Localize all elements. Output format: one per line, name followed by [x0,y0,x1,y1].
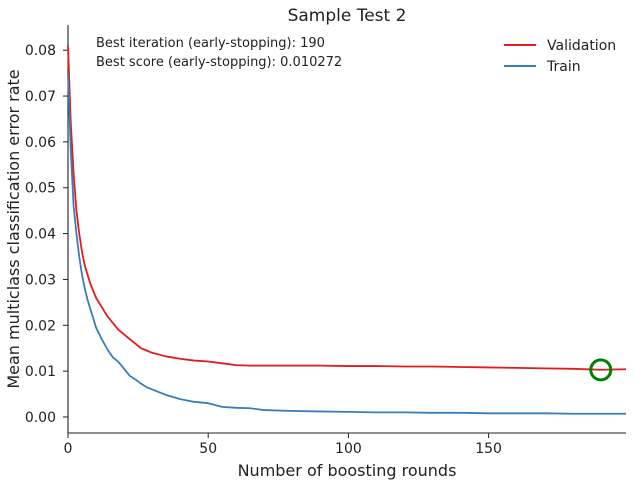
y-tick-label: 0.01 [25,364,56,380]
y-tick-label: 0.06 [25,135,56,151]
best-iteration-annotation: Best iteration (early-stopping): 190 [96,36,325,51]
y-axis-title: Mean multiclass classification error rat… [4,69,23,388]
series-line-train [67,73,626,415]
x-tick-label: 100 [335,441,362,457]
y-tick-label: 0.02 [25,318,56,334]
chart-title: Sample Test 2 [288,6,407,26]
legend-label-validation: Validation [547,38,616,54]
y-tick-label: 0.08 [25,43,56,59]
x-axis-ticks: 0 50 100 150 [64,433,502,457]
y-tick-label: 0.05 [25,181,56,197]
y-tick-label: 0.07 [25,89,56,105]
best-score-annotation: Best score (early-stopping): 0.010272 [96,55,342,70]
series-line-validation [67,45,627,371]
legend-label-train: Train [546,59,581,75]
x-tick-label: 50 [199,441,217,457]
y-tick-label: 0.03 [25,272,56,288]
x-tick-label: 150 [475,441,502,457]
y-tick-label: 0.04 [25,227,56,243]
series-layer [67,45,627,415]
x-tick-label: 0 [64,441,73,457]
x-axis-title: Number of boosting rounds [238,461,457,480]
marker-layer [589,358,613,382]
legend: Validation Train [504,38,616,75]
y-tick-label: 0.00 [25,410,56,426]
best-iteration-marker [589,358,613,382]
y-axis-ticks: 0.00 0.01 0.02 0.03 0.04 0.05 0.06 0.07 0.08 [25,43,68,426]
